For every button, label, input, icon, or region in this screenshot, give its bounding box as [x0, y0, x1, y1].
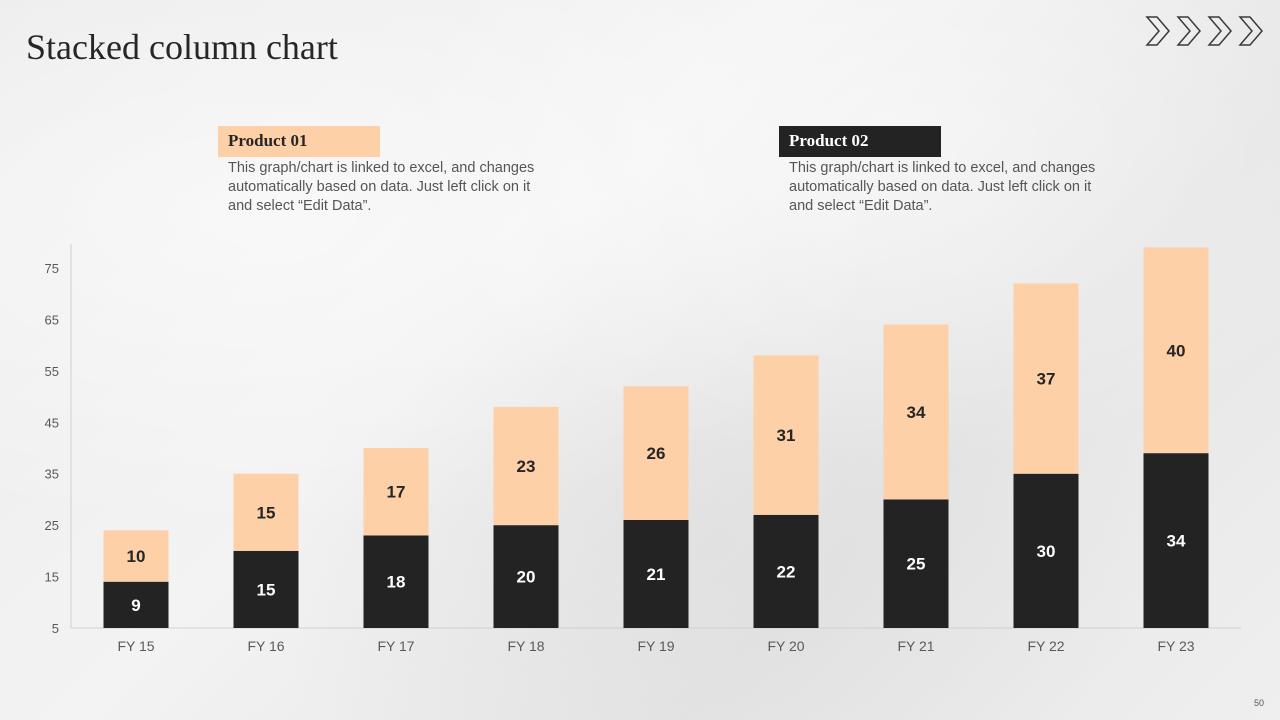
x-tick-label: FY 21: [897, 638, 934, 654]
chevron-right-icon: [1207, 16, 1232, 46]
bar-product-01-fy-15: [103, 530, 169, 582]
chevron-right-icon: [1176, 16, 1201, 46]
chevron-right-icon: [1238, 16, 1263, 46]
data-label: 30: [1037, 542, 1056, 561]
data-label: 23: [517, 457, 536, 476]
bar-product-01-fy-20: [753, 355, 819, 515]
bar-product-01-fy-16: [233, 473, 299, 551]
slide-title: Stacked column chart: [26, 27, 338, 67]
bar-product-02-fy-22: [1013, 473, 1079, 628]
y-tick-label: 55: [45, 364, 59, 379]
data-label: 31: [777, 426, 796, 445]
x-tick-label: FY 15: [117, 638, 154, 654]
y-tick-label: 75: [45, 261, 59, 276]
x-tick-label: FY 16: [247, 638, 284, 654]
y-tick-label: 65: [45, 312, 59, 327]
data-label: 25: [907, 555, 926, 574]
legend-description-product-01: This graph/chart is linked to excel, and…: [228, 160, 535, 214]
x-tick-label: FY 23: [1157, 638, 1194, 654]
bar-product-02-fy-18: [493, 525, 559, 628]
data-label: 18: [387, 573, 406, 592]
bar-product-02-fy-21: [883, 499, 949, 628]
data-label: 40: [1167, 341, 1186, 360]
data-label: 20: [517, 568, 536, 587]
data-label: 15: [257, 580, 276, 599]
bar-product-01-fy-23: [1143, 247, 1209, 454]
legend-product-02: Product 02 This graph/chart is linked to…: [779, 126, 1239, 216]
bar-product-02-fy-20: [753, 514, 819, 628]
bar-product-02-fy-17: [363, 535, 429, 628]
data-label: 9: [131, 596, 140, 615]
legend-label-product-01: Product 01: [218, 126, 380, 157]
y-tick-label: 25: [45, 518, 59, 533]
y-tick-label: 15: [45, 570, 59, 585]
legend-product-01: Product 01 This graph/chart is linked to…: [218, 126, 678, 216]
bar-product-01-fy-22: [1013, 283, 1079, 474]
x-tick-label: FY 19: [637, 638, 674, 654]
x-tick-label: FY 20: [767, 638, 804, 654]
bar-product-01-fy-18: [493, 406, 559, 526]
chevron-decoration: [1143, 14, 1269, 53]
x-tick-label: FY 17: [377, 638, 414, 654]
bar-product-02-fy-19: [623, 520, 689, 628]
data-label: 21: [647, 565, 666, 584]
data-label: 34: [1167, 532, 1186, 551]
legend-label-product-02: Product 02: [779, 126, 941, 157]
data-label: 37: [1037, 370, 1056, 389]
x-tick-label: FY 22: [1027, 638, 1064, 654]
bar-product-01-fy-17: [363, 448, 429, 536]
bar-product-01-fy-21: [883, 324, 949, 500]
bar-product-02-fy-23: [1143, 453, 1209, 628]
bar-product-02-fy-15: [103, 581, 169, 628]
y-tick-label: 5: [52, 621, 59, 636]
x-tick-label: FY 18: [507, 638, 544, 654]
chevron-right-icon: [1145, 16, 1170, 46]
bar-product-01-fy-19: [623, 386, 689, 520]
legend-description-product-02: This graph/chart is linked to excel, and…: [789, 160, 1096, 214]
y-tick-label: 45: [45, 415, 59, 430]
data-label: 22: [777, 562, 796, 581]
y-tick-label: 35: [45, 467, 59, 482]
page-number: 50: [1253, 698, 1264, 708]
data-label: 34: [907, 403, 926, 422]
data-label: 15: [257, 503, 276, 522]
data-label: 26: [647, 444, 666, 463]
data-label: 10: [127, 547, 146, 566]
data-label: 17: [387, 483, 406, 502]
bar-product-02-fy-16: [233, 550, 299, 628]
